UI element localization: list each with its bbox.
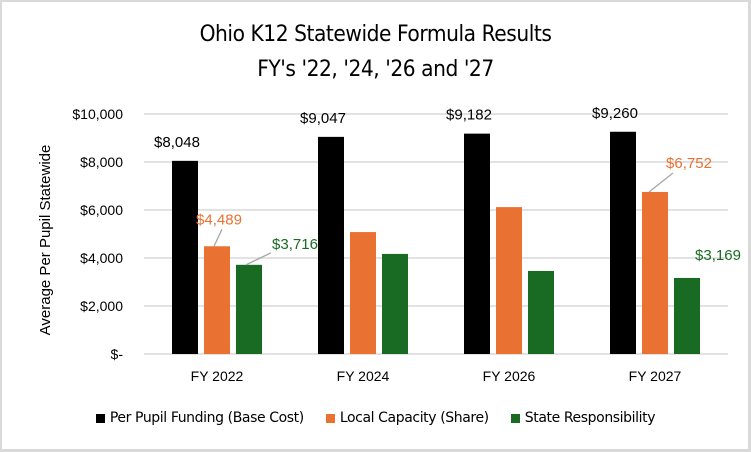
y-tick-label: $8,000 (80, 154, 123, 170)
legend-label: Local Capacity (Share) (339, 410, 489, 426)
bar (172, 160, 198, 354)
y-tick-label: $10,000 (72, 106, 123, 122)
bar (610, 131, 636, 354)
data-label: $3,716 (272, 236, 318, 253)
legend-swatch (95, 413, 105, 423)
label-leader-line (648, 172, 674, 193)
legend-item: Local Capacity (Share) (325, 410, 489, 426)
bar (350, 232, 376, 354)
x-tick-label: FY 2026 (483, 368, 536, 384)
data-label: $3,169 (695, 247, 741, 264)
x-tick-label: FY 2027 (629, 368, 682, 384)
legend-label: Per Pupil Funding (Base Cost) (109, 410, 304, 426)
bar (528, 270, 554, 354)
bar (382, 253, 408, 354)
chart-subtitle: FY's '22, '24, '26 and '27 (257, 57, 494, 82)
label-leader-line (245, 252, 272, 266)
bar (642, 191, 668, 354)
bar (496, 207, 522, 354)
bar (204, 246, 230, 354)
x-tick-label: FY 2024 (337, 368, 390, 384)
y-tick-label: $- (111, 346, 124, 362)
data-label: $8,048 (154, 134, 200, 151)
data-label: $4,489 (196, 211, 242, 228)
data-label: $9,047 (300, 110, 346, 127)
data-label: $9,260 (592, 105, 638, 122)
bar (318, 136, 344, 354)
data-label: $6,752 (666, 155, 712, 172)
legend-swatch (510, 413, 520, 423)
y-tick-label: $6,000 (80, 202, 123, 218)
data-label: $9,182 (446, 107, 492, 124)
y-axis-label: Average Per Pupil Statewide (37, 145, 54, 336)
y-tick-label: $2,000 (80, 298, 123, 314)
legend-item: State Responsibility (510, 410, 656, 426)
chart-title: Ohio K12 Statewide Formula Results (199, 22, 552, 47)
legend-swatch (325, 413, 335, 423)
legend-label: State Responsibility (524, 410, 656, 426)
label-leader-line (213, 228, 223, 247)
bar (236, 264, 262, 354)
bar (674, 277, 700, 354)
legend: Per Pupil Funding (Base Cost) Local Capac… (0, 410, 751, 426)
x-tick-label: FY 2022 (191, 368, 244, 384)
y-tick-label: $4,000 (80, 250, 123, 266)
legend-item: Per Pupil Funding (Base Cost) (95, 410, 304, 426)
bar (464, 133, 490, 354)
